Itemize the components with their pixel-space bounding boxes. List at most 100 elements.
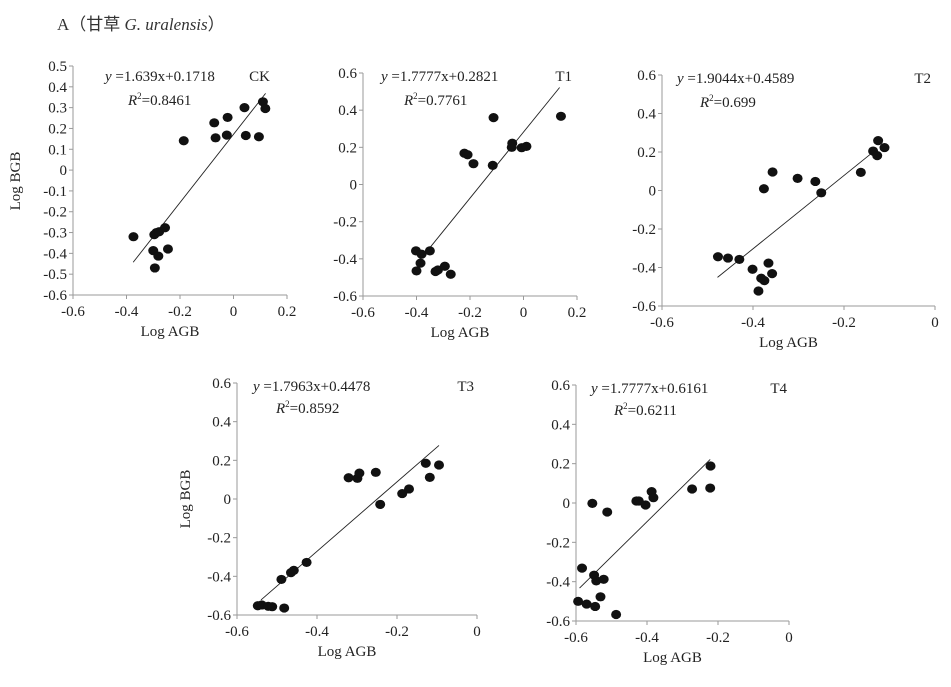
data-point — [521, 141, 532, 152]
x-tick-label: -0.6 — [564, 630, 588, 646]
x-tick-label: 0.2 — [568, 305, 587, 321]
regression-line — [579, 459, 711, 589]
data-point — [855, 167, 866, 178]
panel-tag: T3 — [457, 379, 474, 395]
x-tick-label: -0.6 — [225, 624, 249, 640]
data-point — [488, 113, 499, 123]
x-tick-label: 0.2 — [278, 304, 297, 320]
y-tick-label: -0.6 — [333, 289, 357, 305]
equation-text: =1.7963x+0.4478 — [263, 379, 370, 395]
r-symbol: R — [699, 95, 709, 111]
y-tick-label: -0.6 — [546, 614, 570, 630]
x-tick-label: 0 — [230, 304, 238, 320]
y-tick-label: 0.2 — [212, 453, 231, 469]
equation-y-symbol: y — [379, 69, 391, 85]
equation-text: =1.7777x+0.6161 — [601, 381, 708, 397]
equation-y-symbol: y — [589, 381, 601, 397]
y-tick-label: 0.6 — [338, 66, 357, 82]
data-point — [149, 263, 160, 273]
y-tick-label: 0 — [350, 178, 358, 194]
regression-equation: y =1.7963x+0.4478 — [251, 379, 370, 395]
data-point — [595, 592, 606, 602]
data-point — [370, 467, 381, 477]
y-tick-label: 0 — [60, 163, 68, 179]
panel-tag: T2 — [914, 71, 931, 87]
y-tick-label: -0.2 — [632, 222, 656, 238]
r-squared-value: =0.7761 — [418, 93, 468, 109]
x-tick-label: -0.2 — [385, 624, 409, 640]
data-point — [424, 472, 435, 482]
regression-line — [260, 445, 440, 601]
y-tick-label: -0.1 — [43, 184, 67, 200]
r-squared-value: =0.6211 — [628, 403, 677, 419]
r-squared-exponent: 2 — [623, 401, 628, 411]
data-point — [734, 254, 745, 265]
x-tick-label: 0 — [931, 315, 939, 331]
data-point — [555, 111, 566, 121]
r-symbol: R — [403, 93, 413, 109]
r-squared: R2=0.7761 — [403, 91, 467, 109]
data-point — [758, 184, 769, 194]
data-point — [506, 142, 517, 152]
r-symbol: R — [275, 401, 285, 417]
y-tick-label: 0.3 — [48, 101, 67, 117]
y-tick-label: 0.1 — [48, 142, 67, 158]
data-point — [160, 223, 171, 233]
data-point — [747, 264, 758, 274]
x-tick-label: -0.4 — [305, 624, 329, 640]
data-point — [763, 258, 774, 268]
panel-t3: 0.6 0.4 0.2 0 -0.2 -0.4 -0.6-0.6 -0.4 -0.2 0 Log A… — [178, 376, 481, 660]
data-point — [640, 500, 651, 510]
data-point — [288, 565, 299, 575]
title-cn: 甘草 — [86, 15, 121, 34]
x-axis-label: Log AGB — [759, 335, 818, 351]
y-tick-label: 0.6 — [212, 376, 231, 392]
x-axis-label: Log AGB — [318, 644, 377, 660]
regression-equation: y =1.9044x+0.4589 — [675, 71, 794, 87]
data-point — [872, 151, 883, 161]
y-axis-label: Log BGB — [178, 470, 194, 529]
y-tick-label: 0 — [224, 492, 232, 508]
panel-ck: 0.5 0.4 0.3 0.2 0.1 0 -0.1 -0.2 -0.3 -0.4 -0.5 -0.6… — [8, 59, 296, 340]
y-tick-label: 0.2 — [637, 145, 656, 161]
y-tick-label: -0.6 — [207, 608, 231, 624]
x-tick-label: 0 — [520, 305, 528, 321]
x-tick-label: -0.4 — [635, 630, 659, 646]
y-tick-label: 0 — [563, 496, 571, 512]
data-point — [221, 130, 232, 140]
panel-t2: 0.6 0.4 0.2 0 -0.2 -0.4 -0.6-0.6 -0.4 -0.2 0 Log A… — [632, 68, 939, 351]
panel-t1: 0.6 0.4 0.2 0 -0.2 -0.4 -0.6-0.6 -0.4 -0.2 0 0.2 Lo… — [333, 66, 586, 341]
y-tick-label: 0.4 — [212, 415, 231, 431]
y-tick-label: 0.4 — [637, 107, 656, 123]
data-point — [759, 275, 770, 286]
data-point — [810, 176, 821, 187]
data-point — [276, 574, 287, 585]
equation-text: =1.7777x+0.2821 — [391, 69, 498, 85]
equation-y-symbol: y — [251, 379, 263, 395]
data-point — [375, 499, 386, 510]
equation-text: =1.639x+0.1718 — [115, 69, 214, 85]
data-point — [611, 609, 622, 620]
data-point — [162, 244, 173, 254]
data-point — [602, 507, 613, 517]
x-tick-label: -0.6 — [650, 315, 674, 331]
y-tick-label: -0.2 — [43, 205, 67, 221]
data-point — [581, 599, 592, 609]
data-point — [411, 266, 422, 276]
r-squared: R2=0.699 — [699, 93, 756, 111]
x-tick-label: -0.2 — [832, 315, 856, 331]
x-tick-label: -0.2 — [168, 304, 192, 320]
x-tick-label: -0.4 — [405, 305, 429, 321]
x-tick-label: -0.4 — [741, 315, 765, 331]
data-point — [240, 130, 251, 141]
y-tick-label: -0.5 — [43, 267, 67, 283]
data-point — [445, 269, 456, 279]
r-squared-value: =0.8461 — [142, 93, 192, 109]
data-point — [792, 173, 803, 183]
data-point — [753, 286, 764, 296]
r-squared: R2=0.8592 — [275, 399, 339, 417]
x-axis-label: Log AGB — [431, 325, 490, 341]
data-point — [301, 557, 312, 568]
y-tick-label: 0.6 — [551, 378, 570, 394]
y-tick-label: 0 — [649, 184, 657, 200]
